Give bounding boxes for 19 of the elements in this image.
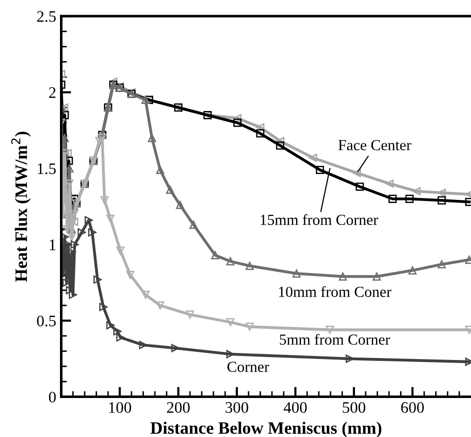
x-tick-label: 400	[284, 402, 307, 413]
y-tick-label: 2	[49, 87, 56, 98]
y-tick-label: 1	[50, 240, 56, 250]
x-tick-label: 500	[342, 402, 366, 413]
y-tick-label: 0.5	[37, 316, 56, 326]
x-tick-label: 600	[401, 402, 424, 413]
x-tick-label: 200	[167, 402, 190, 413]
annotation: 5mm from Corner	[280, 334, 390, 345]
y-tick-label: 2.5	[37, 11, 56, 22]
x-tick-label: 100	[109, 402, 132, 413]
annotation: Face Center	[338, 140, 412, 150]
x-tick-label: 300	[226, 402, 248, 413]
y-axis-title: Heat Flux (MW/m$^{2}$)	[11, 132, 31, 282]
y-tick-label: 1.5	[38, 163, 56, 174]
x-axis-title: Distance Below Meniscus (mm)	[150, 422, 382, 437]
annotation: 10mm from Coner	[279, 286, 392, 298]
y-tick-label: 0	[48, 392, 56, 402]
annotation: 15mm from Corner	[260, 214, 378, 226]
annotation: Corner	[227, 362, 270, 372]
